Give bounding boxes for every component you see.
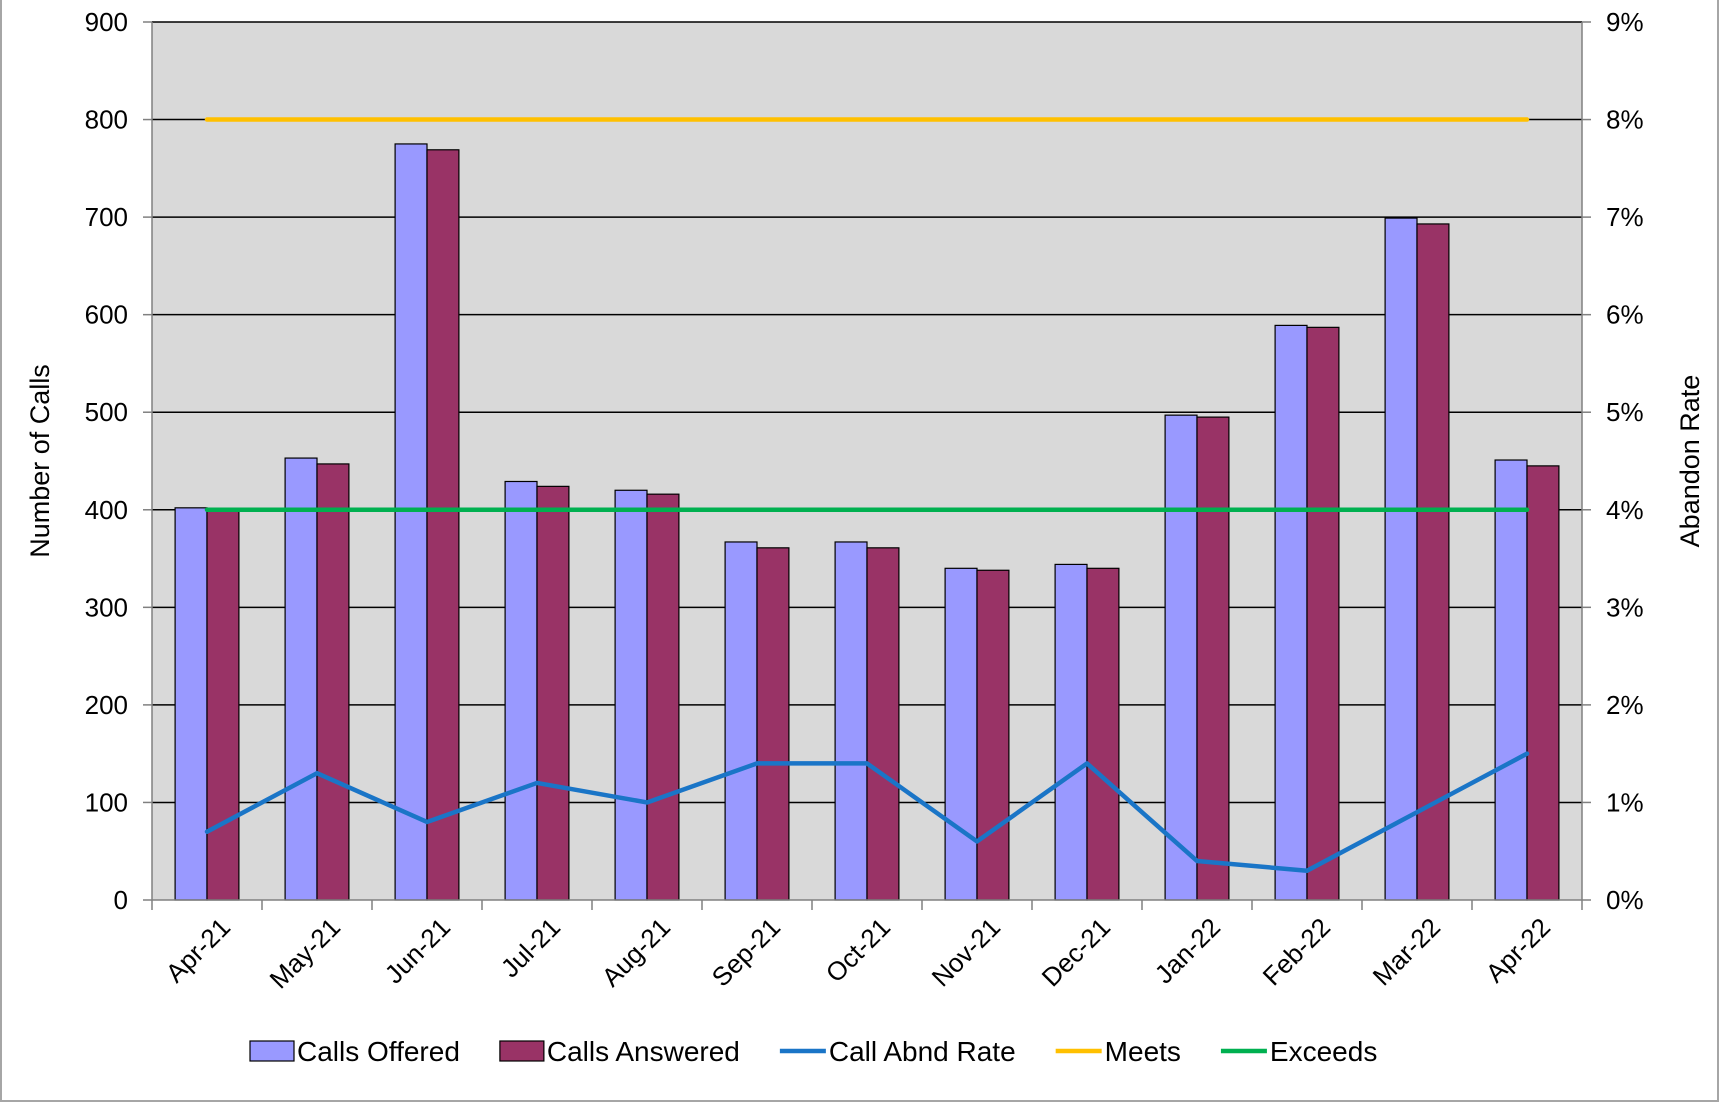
calls-offered-bar: [1494, 459, 1528, 901]
y2-tick-label: 1%: [1606, 787, 1644, 817]
calls-offered-bar: [1384, 217, 1418, 901]
calls-offered-bar: [284, 457, 318, 901]
legend-swatch-calls-offered: [249, 1040, 295, 1062]
x-tick-label: Jul-21: [495, 912, 566, 983]
call-abnd-rate-line: [204, 751, 1530, 873]
calls-answered-bar: [1416, 223, 1450, 901]
calls-answered-bar: [646, 493, 680, 901]
calls-answered-bar: [1086, 567, 1120, 901]
x-tick-label: Apr-22: [1480, 912, 1556, 988]
legend-item-call-abnd-rate: Call Abnd Rate: [779, 1036, 1016, 1067]
calls-answered-bar: [426, 149, 460, 901]
x-tick-label: Sep-21: [706, 912, 786, 992]
calls-answered-bar: [316, 463, 350, 901]
y2-tick-label: 3%: [1606, 592, 1644, 622]
calls-answered-bar: [866, 547, 900, 901]
calls-offered-bar: [504, 480, 538, 901]
x-tick-label: Dec-21: [1036, 912, 1116, 992]
legend-label-meets: Meets: [1105, 1036, 1181, 1067]
calls-offered-bar: [394, 143, 428, 901]
calls-offered-bar: [834, 541, 868, 901]
x-tick-label: Feb-22: [1257, 912, 1336, 991]
y-tick-label: 300: [85, 592, 128, 622]
legend-label-calls-offered: Calls Offered: [297, 1036, 460, 1067]
calls-offered-bar: [724, 541, 758, 901]
y2-tick-label: 6%: [1606, 300, 1644, 330]
y2-tick-label: 0%: [1606, 885, 1644, 915]
y2-axis-title: Abandon Rate: [1675, 375, 1705, 548]
calls-answered-bar: [1196, 416, 1230, 901]
y-tick-label: 0: [114, 885, 128, 915]
calls-answered-bar: [976, 569, 1010, 901]
legend-label-call-abnd-rate: Call Abnd Rate: [829, 1036, 1016, 1067]
calls-offered-bar: [1274, 324, 1308, 901]
legend-item-calls-answered: Calls Answered: [499, 1036, 740, 1067]
calls-answered-bar: [756, 547, 790, 901]
y2-tick-label: 2%: [1606, 690, 1644, 720]
y-tick-label: 100: [85, 787, 128, 817]
y2-tick-label: 4%: [1606, 495, 1644, 525]
y-tick-label: 800: [85, 105, 128, 135]
y2-tick-label: 5%: [1606, 397, 1644, 427]
calls-answered-bar: [206, 510, 240, 901]
y-tick-label: 600: [85, 300, 128, 330]
y-tick-label: 500: [85, 397, 128, 427]
calls-offered-bar: [1054, 563, 1088, 901]
legend-item-exceeds: Exceeds: [1220, 1036, 1377, 1067]
y-tick-label: 200: [85, 690, 128, 720]
calls-offered-bar: [174, 507, 208, 901]
x-tick-label: May-21: [264, 912, 347, 995]
legend-swatch-calls-answered: [499, 1040, 545, 1062]
y2-tick-label: 8%: [1606, 105, 1644, 135]
legend-item-calls-offered: Calls Offered: [249, 1036, 460, 1067]
x-tick-label: Jun-21: [379, 912, 456, 989]
calls-offered-bar: [1164, 414, 1198, 901]
x-tick-label: Nov-21: [926, 912, 1006, 992]
calls-answered-bar: [536, 485, 570, 901]
legend-label-exceeds: Exceeds: [1270, 1036, 1377, 1067]
x-tick-label: Apr-21: [160, 912, 236, 988]
y2-tick-label: 9%: [1606, 7, 1644, 37]
calls-answered-bar: [1306, 326, 1340, 901]
y-tick-label: 700: [85, 202, 128, 232]
x-tick-label: Oct-21: [820, 912, 896, 988]
y-tick-label: 400: [85, 495, 128, 525]
legend-label-calls-answered: Calls Answered: [547, 1036, 740, 1067]
calls-offered-bar: [614, 489, 648, 901]
x-tick-label: Mar-22: [1367, 912, 1446, 991]
legend-item-meets: Meets: [1055, 1036, 1181, 1067]
calls-offered-bar: [944, 567, 978, 901]
calls-answered-bar: [1526, 465, 1560, 901]
y-axis-title: Number of Calls: [25, 364, 55, 558]
y2-tick-label: 7%: [1606, 202, 1644, 232]
x-tick-label: Jan-22: [1149, 912, 1226, 989]
y-tick-label: 900: [85, 7, 128, 37]
x-tick-label: Aug-21: [596, 912, 676, 992]
